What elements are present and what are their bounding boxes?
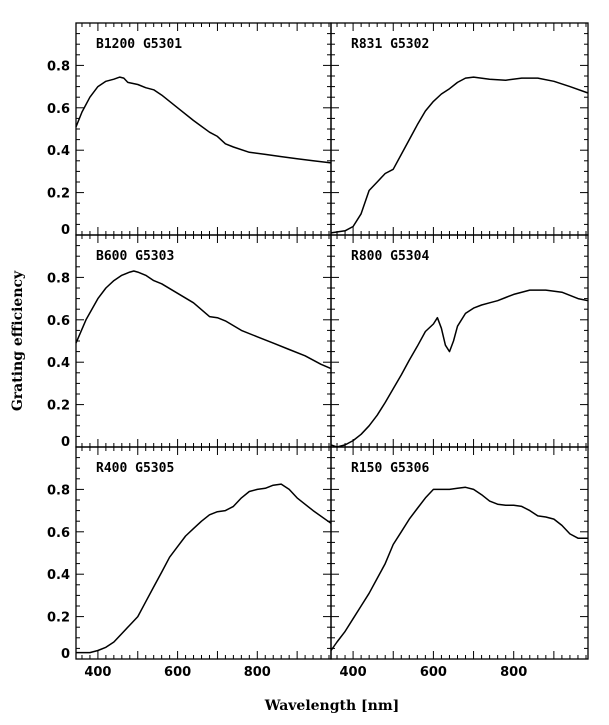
panel-frame [330, 22, 589, 236]
efficiency-curve [330, 289, 589, 448]
panel-4: R800 G5304 [330, 234, 589, 448]
efficiency-curve [76, 483, 332, 654]
y-tick-label: 0.6 [47, 102, 70, 117]
x-tick-label: 800 [244, 665, 271, 680]
panel-5: 0 0.2 0.4 0.6 0.8 400 600 800 R400 G5305 [47, 446, 332, 680]
x-tick-label: 800 [500, 665, 527, 680]
y-tick-label: 0.2 [47, 187, 70, 202]
panel-label: B600 G5303 [96, 249, 174, 264]
y-tick-label: 0.6 [47, 314, 70, 329]
x-tick-label: 600 [164, 665, 191, 680]
y-tick-label: 0.2 [47, 399, 70, 414]
y-tick-label: 0.2 [47, 611, 70, 626]
panel-label: R800 G5304 [351, 249, 429, 264]
y-tick-label: 0 [61, 647, 70, 662]
y-tick-label: 0.4 [47, 144, 70, 159]
x-tick-label: 600 [420, 665, 447, 680]
panel-label: R400 G5305 [96, 461, 174, 476]
panel-label: B1200 G5301 [96, 37, 182, 52]
y-tick-label: 0 [61, 435, 70, 450]
y-axis-title: Grating efficiency [10, 270, 26, 411]
x-tick-label: 400 [84, 665, 111, 680]
efficiency-curve [330, 486, 588, 651]
efficiency-curve [75, 76, 332, 164]
y-tick-label: 0.8 [47, 483, 70, 498]
panel-1: 0 0.2 0.4 0.6 0.8 B1200 G5301 [47, 22, 332, 238]
panel-frame [75, 446, 332, 660]
y-tick-label: 0.8 [47, 271, 70, 286]
y-tick-label: 0 [61, 223, 70, 238]
y-tick-label: 0.6 [47, 526, 70, 541]
efficiency-curve [75, 270, 332, 370]
panel-3: 0 0.2 0.4 0.6 0.8 B600 G5303 [47, 234, 332, 450]
x-tick-label: 400 [340, 665, 367, 680]
y-tick-label: 0.4 [47, 568, 70, 583]
panel-frame [75, 234, 332, 448]
panel-frame [330, 446, 589, 660]
panel-frame [75, 22, 332, 236]
y-tick-label: 0.8 [47, 59, 70, 74]
panel-6: 400 600 800 R150 G5306 [330, 446, 589, 680]
panels-group: 0 0.2 0.4 0.6 0.8 B1200 G5301 R831 G5302 0 0.2 0.… [47, 22, 589, 680]
panel-label: R831 G5302 [351, 37, 429, 52]
panel-2: R831 G5302 [330, 22, 589, 236]
panel-label: R150 G5306 [351, 461, 429, 476]
efficiency-curve [330, 76, 589, 234]
x-axis-title: Wavelength [nm] [264, 698, 400, 714]
y-tick-label: 0.4 [47, 356, 70, 371]
panel-frame [330, 234, 589, 448]
